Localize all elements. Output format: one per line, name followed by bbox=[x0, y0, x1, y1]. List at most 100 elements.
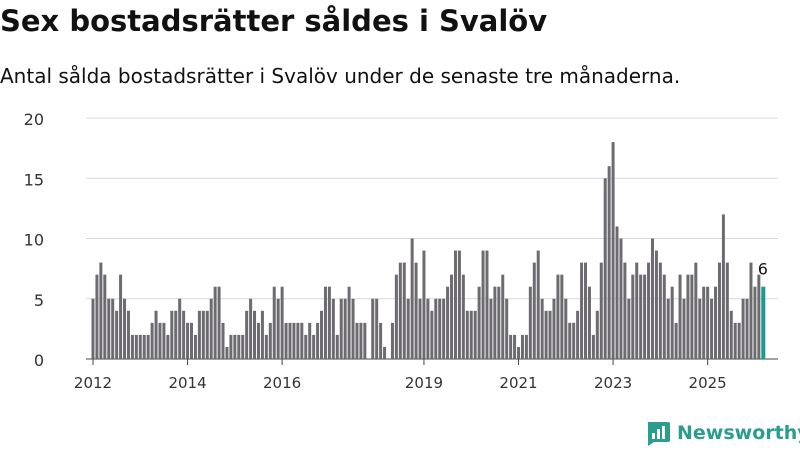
bar bbox=[607, 166, 611, 359]
bar bbox=[473, 310, 477, 359]
y-tick-label: 0 bbox=[34, 351, 44, 370]
bar bbox=[264, 334, 268, 359]
bar bbox=[166, 334, 170, 359]
bar bbox=[690, 274, 694, 359]
bar bbox=[501, 274, 505, 359]
bar bbox=[682, 298, 686, 359]
bar bbox=[580, 262, 584, 359]
bar bbox=[631, 274, 635, 359]
bar bbox=[355, 322, 359, 359]
x-tick-label: 2019 bbox=[405, 374, 443, 392]
bar bbox=[237, 334, 241, 359]
bar bbox=[323, 286, 327, 359]
bar bbox=[737, 322, 741, 359]
bar bbox=[509, 334, 513, 359]
bar bbox=[678, 274, 682, 359]
bar bbox=[572, 322, 576, 359]
bar bbox=[197, 310, 201, 359]
bar bbox=[178, 298, 182, 359]
bar bbox=[497, 286, 501, 359]
bar bbox=[320, 310, 324, 359]
bar bbox=[461, 274, 465, 359]
bar bbox=[710, 298, 714, 359]
x-tick-label: 2012 bbox=[74, 374, 112, 392]
bar bbox=[276, 298, 280, 359]
bar bbox=[548, 310, 552, 359]
bar bbox=[154, 310, 158, 359]
bar bbox=[517, 346, 521, 359]
bar bbox=[205, 310, 209, 359]
bar bbox=[304, 334, 308, 359]
bar bbox=[256, 322, 260, 359]
bar bbox=[714, 286, 718, 359]
bar bbox=[138, 334, 142, 359]
bar bbox=[398, 262, 402, 359]
bar bbox=[438, 298, 442, 359]
bar bbox=[394, 274, 398, 359]
bar bbox=[698, 298, 702, 359]
bar bbox=[422, 250, 426, 359]
bar bbox=[95, 274, 99, 359]
chart-subtitle: Antal sålda bostadsrätter i Svalöv under… bbox=[0, 64, 681, 88]
bar bbox=[662, 274, 666, 359]
bar bbox=[209, 298, 213, 359]
bar bbox=[272, 286, 276, 359]
bar bbox=[193, 334, 197, 359]
bar bbox=[457, 250, 461, 359]
bar bbox=[390, 322, 394, 359]
bar bbox=[477, 286, 481, 359]
newsworthy-logo-icon bbox=[647, 422, 670, 446]
bar-highlight bbox=[761, 286, 766, 359]
bar bbox=[446, 286, 450, 359]
bar bbox=[749, 262, 753, 359]
bar bbox=[568, 322, 572, 359]
bar bbox=[308, 322, 312, 359]
bar bbox=[146, 334, 150, 359]
bar bbox=[201, 310, 205, 359]
bar bbox=[489, 298, 493, 359]
bar bbox=[721, 214, 725, 359]
bar bbox=[130, 334, 134, 359]
bar bbox=[505, 298, 509, 359]
bar bbox=[312, 334, 316, 359]
bar bbox=[666, 298, 670, 359]
bar bbox=[619, 238, 623, 359]
bar bbox=[430, 310, 434, 359]
x-tick-label: 2016 bbox=[263, 374, 301, 392]
bar bbox=[599, 262, 603, 359]
bar bbox=[615, 226, 619, 359]
bar bbox=[729, 310, 733, 359]
bar bbox=[564, 298, 568, 359]
bar bbox=[182, 310, 186, 359]
bar bbox=[284, 322, 288, 359]
bar bbox=[540, 298, 544, 359]
bar bbox=[414, 262, 418, 359]
bar bbox=[647, 262, 651, 359]
bar bbox=[213, 286, 217, 359]
bar bbox=[611, 142, 615, 359]
bar bbox=[260, 310, 264, 359]
bar bbox=[410, 238, 414, 359]
bar bbox=[576, 310, 580, 359]
bar bbox=[383, 346, 387, 359]
bar bbox=[532, 262, 536, 359]
bar bbox=[103, 274, 107, 359]
bar bbox=[221, 322, 225, 359]
bar bbox=[670, 286, 674, 359]
bar bbox=[465, 310, 469, 359]
bar bbox=[639, 274, 643, 359]
bar bbox=[520, 334, 524, 359]
bar bbox=[426, 298, 430, 359]
brand-name: Newsworthy bbox=[677, 422, 800, 444]
bar bbox=[706, 286, 710, 359]
bar bbox=[347, 286, 351, 359]
bar bbox=[717, 262, 721, 359]
bar bbox=[280, 286, 284, 359]
bar bbox=[556, 274, 560, 359]
bar bbox=[296, 322, 300, 359]
bar bbox=[327, 286, 331, 359]
bar bbox=[339, 298, 343, 359]
x-tick-label: 2025 bbox=[689, 374, 727, 392]
bar bbox=[536, 250, 540, 359]
x-tick-label: 2021 bbox=[499, 374, 537, 392]
